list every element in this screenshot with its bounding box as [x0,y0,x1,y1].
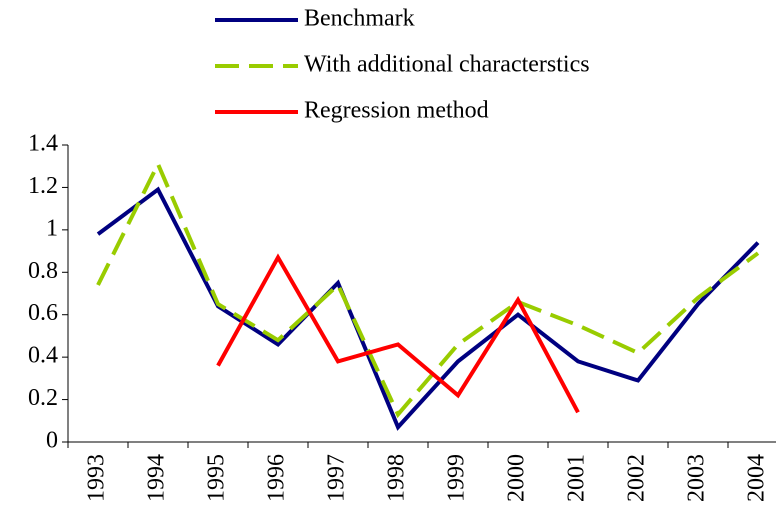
y-tick-label: 0.6 [28,300,58,326]
legend-label: Regression method [304,98,489,124]
series-line [96,159,760,419]
x-tick-label: 2001 [564,454,590,502]
y-tick-label: 0 [46,428,58,454]
x-tick-label: 2003 [684,454,710,502]
x-tick-label: 1998 [384,454,410,502]
y-tick-label: 1.2 [28,173,58,199]
x-tick-label: 1995 [204,454,230,502]
legend-label: Benchmark [304,6,415,32]
x-tick-label: 2000 [504,454,530,502]
y-tick-label: 0.2 [28,385,58,411]
x-tick-label: 1994 [144,454,170,502]
x-tick-label: 1999 [444,454,470,502]
x-tick-label: 1997 [324,454,350,502]
x-tick-label: 1993 [84,454,110,502]
x-tick-label: 2002 [624,454,650,502]
x-tick-label: 2004 [744,454,770,502]
y-tick-label: 0.8 [28,258,58,284]
series-line [216,253,580,414]
y-tick-label: 1.4 [28,131,58,157]
y-tick-label: 1 [46,215,58,241]
series-line [96,186,760,431]
x-tick-label: 1996 [264,454,290,502]
legend-label: With additional characterstics [304,52,590,78]
y-tick-label: 0.4 [28,343,58,369]
